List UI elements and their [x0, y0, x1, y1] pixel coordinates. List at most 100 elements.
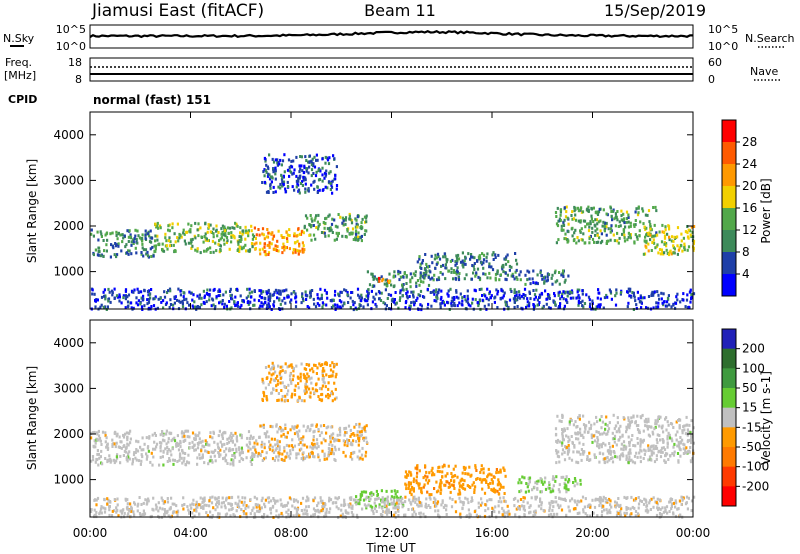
colorbar-segment	[722, 142, 736, 165]
data-cell	[685, 446, 688, 450]
data-cell	[198, 293, 201, 297]
data-cell	[228, 508, 231, 512]
data-cell	[212, 303, 215, 307]
data-cell	[352, 513, 355, 517]
data-cell	[607, 429, 610, 433]
data-cell	[187, 461, 191, 465]
data-cell	[258, 436, 261, 439]
data-cell	[251, 237, 254, 241]
data-cell	[358, 425, 361, 429]
data-cell	[542, 482, 545, 486]
data-cell	[586, 458, 589, 461]
data-cell	[321, 392, 324, 396]
data-cell	[656, 506, 659, 510]
data-cell	[104, 434, 107, 438]
data-cell	[514, 252, 517, 255]
data-cell	[328, 510, 331, 514]
data-cell	[300, 180, 304, 184]
data-cell	[309, 214, 312, 217]
data-cell	[594, 233, 597, 237]
data-cell	[269, 424, 272, 428]
data-cell	[375, 489, 378, 493]
data-cell	[672, 501, 675, 505]
data-cell	[321, 166, 324, 170]
data-cell	[249, 460, 252, 463]
data-cell	[125, 431, 128, 435]
data-cell	[463, 487, 467, 491]
data-cell	[292, 498, 295, 502]
data-cell	[291, 448, 295, 452]
data-cell	[463, 467, 466, 471]
data-cell	[210, 450, 213, 454]
data-cell	[560, 420, 563, 423]
data-cell	[547, 513, 551, 517]
data-cell	[314, 174, 318, 178]
y-tick-label: 3000	[53, 173, 84, 187]
data-cell	[253, 512, 256, 516]
data-cell	[306, 216, 309, 220]
data-cell	[267, 302, 270, 306]
data-cell	[145, 232, 148, 236]
data-cell	[147, 499, 150, 503]
data-cell	[647, 295, 651, 298]
data-cell	[372, 512, 375, 516]
data-cell	[692, 247, 695, 250]
data-cell	[535, 480, 538, 484]
data-cell	[300, 301, 303, 305]
data-cell	[434, 509, 437, 513]
data-cell	[488, 262, 491, 266]
data-cell	[207, 223, 210, 227]
data-cell	[94, 460, 97, 464]
data-cell	[564, 232, 567, 236]
data-cell	[344, 218, 347, 222]
data-cell	[638, 451, 641, 455]
data-cell	[247, 430, 251, 434]
data-cell	[544, 289, 547, 293]
data-cell	[461, 507, 464, 511]
data-cell	[419, 274, 423, 278]
data-cell	[577, 450, 580, 454]
data-cell	[199, 496, 202, 500]
data-cell	[279, 376, 282, 380]
data-cell	[666, 511, 669, 515]
data-cell	[304, 187, 307, 191]
data-cell	[629, 507, 632, 511]
data-cell	[629, 224, 632, 228]
data-cell	[305, 509, 308, 513]
data-cell	[587, 209, 590, 213]
data-cell	[323, 369, 326, 373]
data-cell	[628, 294, 631, 298]
data-cell	[555, 439, 558, 443]
data-cell	[271, 425, 274, 429]
data-cell	[319, 364, 322, 368]
data-cell	[350, 291, 353, 294]
data-cell	[266, 235, 270, 239]
data-cell	[350, 510, 353, 514]
data-cell	[540, 501, 543, 505]
data-cell	[494, 278, 497, 282]
data-cell	[557, 488, 560, 492]
data-cell	[335, 438, 339, 442]
data-cell	[552, 475, 555, 479]
noise-left-tick-bottom: 10^0	[56, 40, 86, 53]
data-cell	[585, 208, 588, 212]
data-cell	[383, 282, 386, 286]
data-cell	[320, 399, 323, 403]
data-cell	[441, 501, 444, 505]
data-cell	[206, 443, 209, 447]
data-cell	[304, 182, 307, 186]
data-cell	[305, 159, 308, 162]
data-cell	[323, 288, 327, 292]
data-cell	[155, 505, 158, 509]
data-cell	[168, 431, 171, 435]
data-cell	[243, 500, 246, 504]
data-cell	[297, 434, 300, 438]
data-cell	[256, 454, 259, 458]
data-cell	[293, 393, 297, 397]
data-cell	[420, 304, 423, 308]
data-cell	[239, 240, 242, 243]
data-cell	[146, 501, 149, 505]
data-cell	[303, 456, 307, 460]
data-cell	[212, 431, 215, 435]
data-cell	[296, 239, 299, 243]
